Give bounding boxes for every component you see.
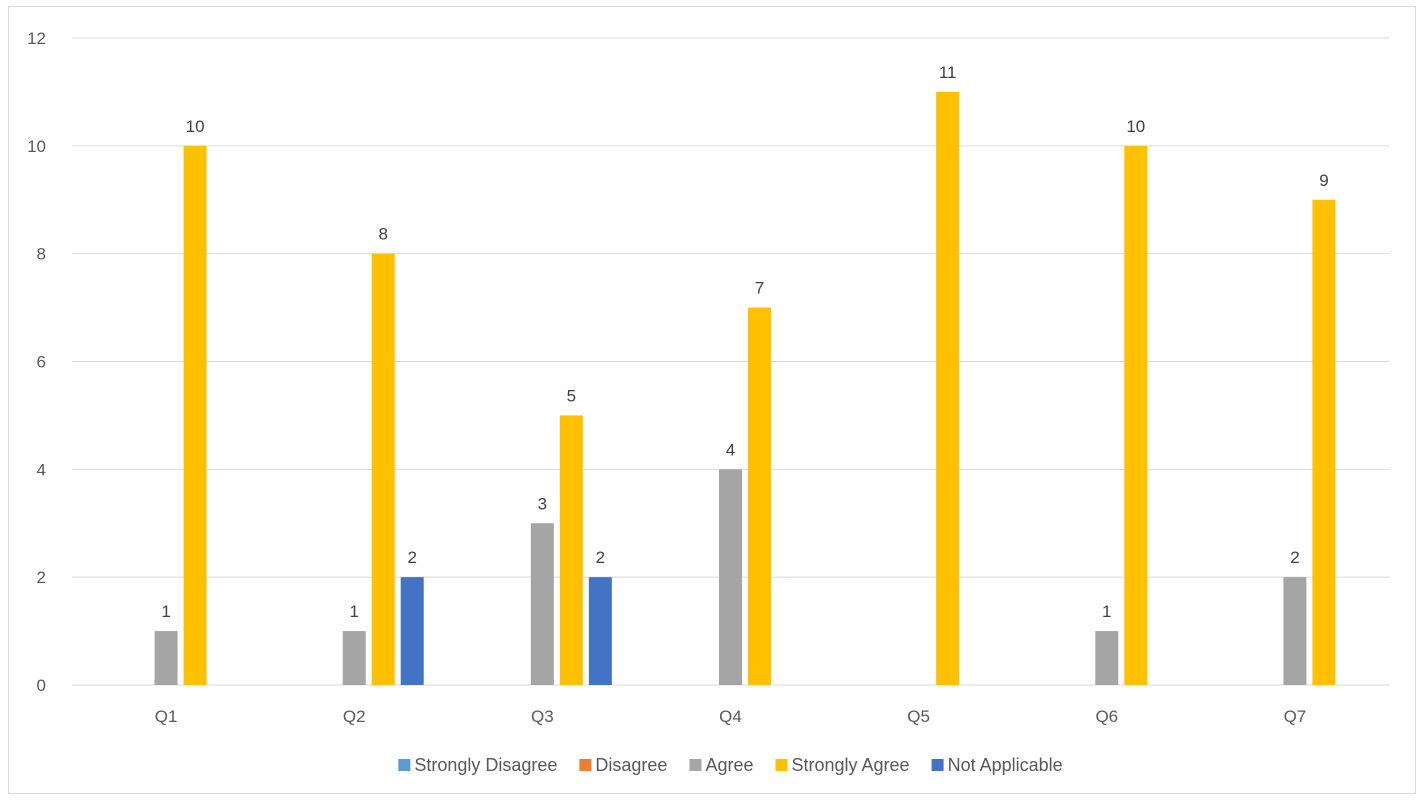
bar-q4-strongly-agree (748, 307, 771, 685)
y-axis-ticks: 0 2 4 6 8 10 12 (27, 29, 46, 695)
data-label: 4 (726, 440, 735, 459)
legend-item-strongly-disagree: Strongly Disagree (398, 755, 557, 775)
bar-q1-strongly-agree (183, 145, 207, 686)
legend-label: Strongly Agree (792, 755, 910, 775)
data-label: 1 (1102, 602, 1111, 621)
x-axis-ticks: Q1 Q2 Q3 Q4 Q5 Q6 Q7 (155, 707, 1307, 726)
y-tick-label: 6 (37, 353, 46, 372)
data-label: 1 (349, 602, 358, 621)
data-label: 7 (755, 279, 764, 298)
data-label: 2 (596, 548, 605, 567)
data-label: 1 (161, 602, 170, 621)
gridlines (72, 37, 1389, 686)
data-label: 2 (407, 548, 416, 567)
legend-swatch (775, 759, 788, 771)
legend-swatch (931, 759, 944, 771)
x-tick-label: Q3 (531, 707, 554, 726)
legend-swatch (579, 759, 592, 771)
data-label: 3 (538, 494, 547, 513)
bar-q3-strongly-agree (559, 415, 583, 685)
legend-item-disagree: Disagree (579, 755, 667, 775)
legend: Strongly Disagree Disagree Agree Strongly A… (398, 755, 1063, 775)
bar-q6-agree (1095, 631, 1119, 685)
bar-q7-strongly-agree (1312, 199, 1336, 685)
data-label: 10 (186, 117, 205, 136)
legend-item-strongly-agree: Strongly Agree (775, 755, 910, 775)
bar-q1-agree (154, 631, 178, 685)
data-label: 5 (567, 386, 576, 405)
data-label: 10 (1126, 117, 1145, 136)
x-tick-label: Q6 (1095, 707, 1118, 726)
bars (154, 91, 1336, 686)
legend-label: Strongly Disagree (414, 755, 557, 775)
bar-q4-agree (719, 469, 742, 685)
x-tick-label: Q4 (719, 707, 742, 726)
bar-q6-strongly-agree (1124, 145, 1148, 686)
legend-label: Agree (705, 755, 753, 775)
data-label: 9 (1319, 171, 1328, 190)
data-label: 11 (939, 63, 957, 82)
bar-q3-agree (530, 523, 554, 685)
legend-item-agree: Agree (689, 755, 754, 775)
legend-label: Not Applicable (948, 755, 1063, 775)
bar-q2-agree (342, 631, 366, 685)
x-tick-label: Q1 (155, 707, 178, 726)
y-tick-label: 12 (27, 29, 46, 48)
y-tick-label: 10 (27, 137, 46, 156)
y-tick-label: 8 (37, 245, 46, 264)
legend-swatch (689, 759, 702, 771)
bar-q2-not-applicable (400, 577, 424, 685)
bar-q5-strongly-agree (936, 91, 960, 685)
data-label: 2 (1290, 548, 1299, 567)
y-tick-label: 2 (37, 568, 46, 587)
y-tick-label: 4 (37, 460, 46, 479)
x-tick-label: Q5 (907, 707, 930, 726)
x-tick-label: Q7 (1284, 707, 1307, 726)
legend-item-not-applicable: Not Applicable (931, 755, 1063, 775)
legend-label: Disagree (595, 755, 667, 775)
bar-q7-agree (1283, 577, 1307, 685)
y-tick-label: 0 (37, 676, 46, 695)
x-tick-label: Q2 (343, 707, 366, 726)
legend-swatch (398, 759, 411, 771)
data-label: 8 (378, 225, 387, 244)
chart-frame (8, 6, 1416, 794)
bar-q3-not-applicable (588, 577, 612, 685)
bar-q2-strongly-agree (371, 253, 395, 685)
